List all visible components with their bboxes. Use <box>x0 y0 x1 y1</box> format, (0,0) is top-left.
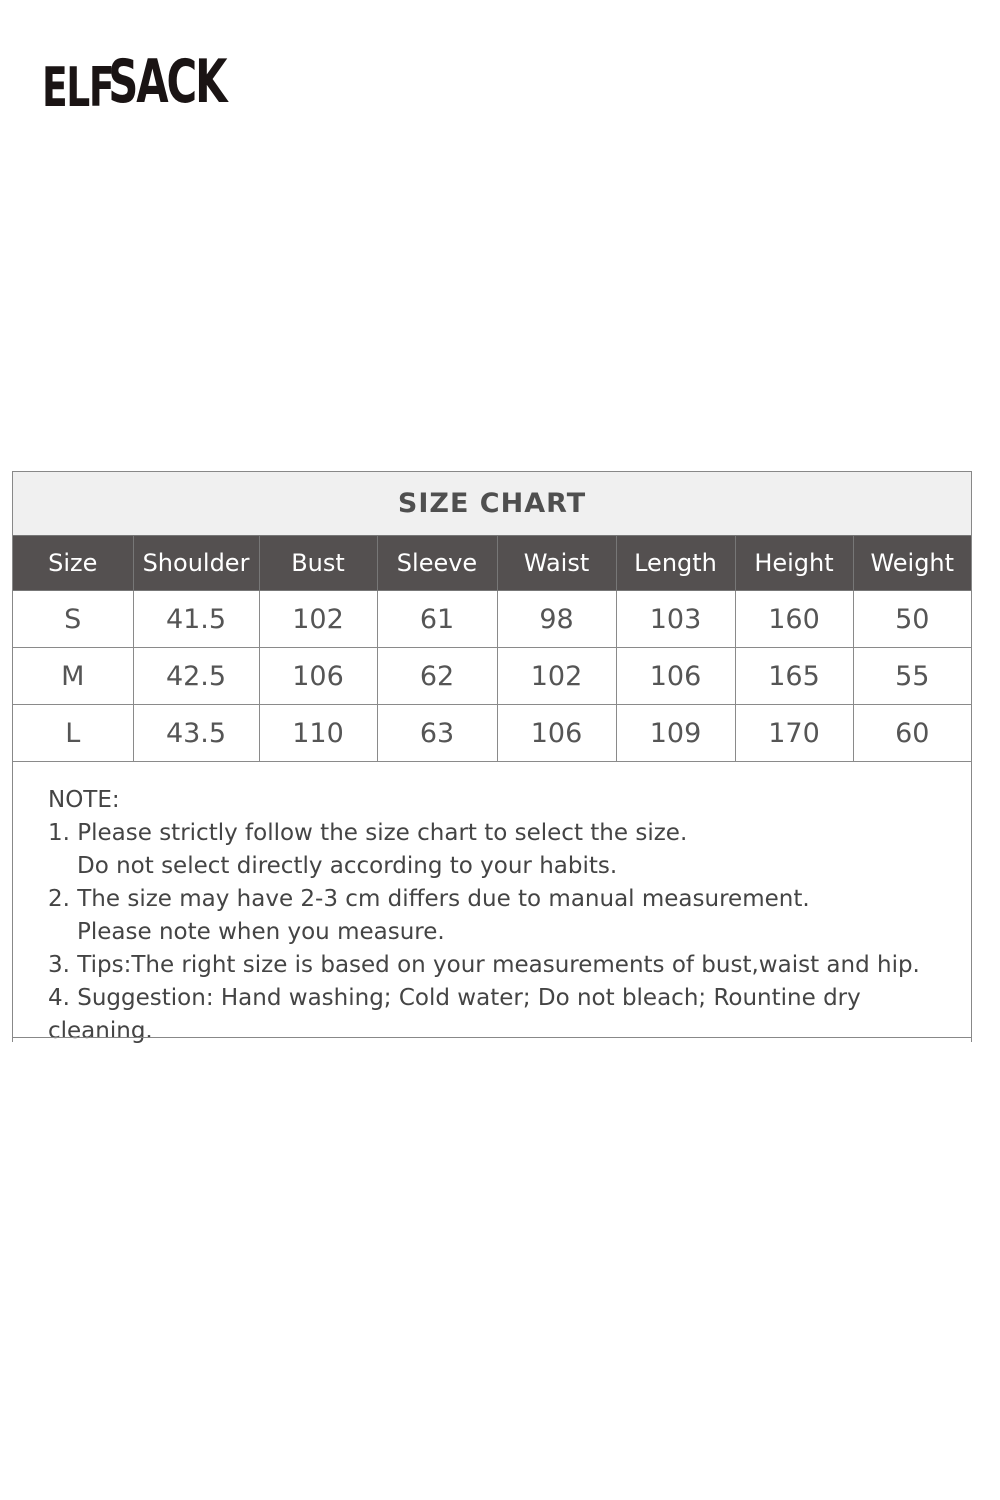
size-table: Size Shoulder Bust Sleeve Waist Length H… <box>13 535 971 762</box>
column-header-sleeve: Sleeve <box>376 535 498 591</box>
notes-section: NOTE: 1. Please strictly follow the size… <box>13 762 971 1048</box>
size-chart-title: SIZE CHART <box>13 472 971 535</box>
table-cell: 106 <box>615 647 736 705</box>
table-row: S 41.5 102 61 98 103 160 50 <box>13 590 971 648</box>
notes-heading: NOTE: <box>48 787 120 813</box>
table-cell: 102 <box>496 647 617 705</box>
note-line: Do not select directly according to your… <box>77 853 618 879</box>
table-cell: 160 <box>734 590 854 648</box>
column-header-size: Size <box>13 535 134 591</box>
column-header-shoulder: Shoulder <box>132 535 260 591</box>
table-cell: M <box>13 647 134 705</box>
column-header-waist: Waist <box>496 535 617 591</box>
column-header-bust: Bust <box>258 535 378 591</box>
table-cell: L <box>13 704 134 762</box>
table-cell: 55 <box>852 647 971 705</box>
table-cell: 50 <box>852 590 971 648</box>
note-line: 1. Please strictly follow the size chart… <box>48 820 688 846</box>
table-row: L 43.5 110 63 106 109 170 60 <box>13 704 971 762</box>
table-header-row: Size Shoulder Bust Sleeve Waist Length H… <box>13 535 971 591</box>
column-header-height: Height <box>734 535 854 591</box>
table-cell: 98 <box>496 590 617 648</box>
table-cell: 106 <box>258 647 378 705</box>
table-cell: 109 <box>615 704 736 762</box>
table-cell: 41.5 <box>132 590 260 648</box>
table-row: M 42.5 106 62 102 106 165 55 <box>13 647 971 705</box>
table-cell: 102 <box>258 590 378 648</box>
svg-text:SACK: SACK <box>108 47 229 114</box>
column-header-weight: Weight <box>852 535 971 591</box>
table-cell: 103 <box>615 590 736 648</box>
table-cell: 170 <box>734 704 854 762</box>
table-cell: 63 <box>376 704 498 762</box>
svg-text:ELF: ELF <box>42 56 113 114</box>
size-chart: SIZE CHART Size Shoulder Bust Sleeve Wai… <box>12 471 972 1044</box>
table-cell: 62 <box>376 647 498 705</box>
column-header-length: Length <box>615 535 736 591</box>
note-line: 4. Suggestion: Hand washing; Cold water;… <box>48 985 861 1044</box>
note-line: 2. The size may have 2-3 cm differs due … <box>48 886 810 912</box>
table-cell: 42.5 <box>132 647 260 705</box>
table-cell: 165 <box>734 647 854 705</box>
table-cell: S <box>13 590 134 648</box>
table-cell: 110 <box>258 704 378 762</box>
table-cell: 60 <box>852 704 971 762</box>
table-cell: 43.5 <box>132 704 260 762</box>
note-line: Please note when you measure. <box>77 919 445 945</box>
divider <box>13 1037 971 1038</box>
table-cell: 61 <box>376 590 498 648</box>
table-cell: 106 <box>496 704 617 762</box>
elfsack-logo-icon: ELF SACK <box>42 47 231 114</box>
note-line: 3. Tips:The right size is based on your … <box>48 952 920 978</box>
